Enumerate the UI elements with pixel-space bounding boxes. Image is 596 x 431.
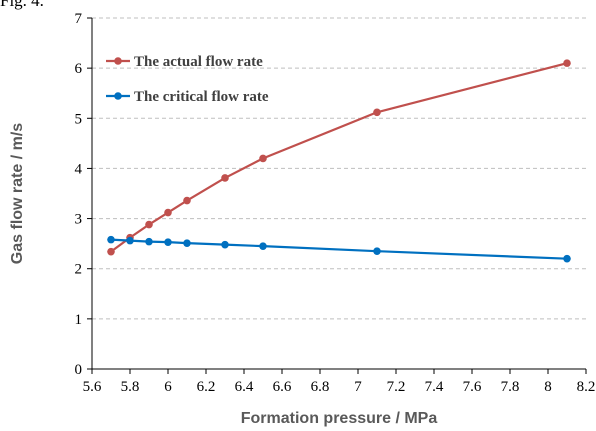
axes: [87, 17, 587, 374]
y-tick-label-7: 7: [75, 11, 83, 27]
gridlines: [92, 17, 586, 320]
y-tick-label-3: 3: [75, 212, 83, 228]
y-tick-label-1: 1: [75, 312, 83, 328]
series-0-point-8: [563, 59, 571, 67]
series-layer: [107, 59, 571, 263]
x-tick-label-8: 7.2: [387, 379, 406, 395]
legend-item-actual: The actual flow rate: [106, 54, 263, 70]
y-axis-title: Gas flow rate / m/s: [9, 123, 26, 264]
y-tick-label-4: 4: [75, 161, 83, 177]
series-0-point-0: [107, 247, 115, 256]
legend: The actual flow rate The critical flow r…: [106, 54, 269, 105]
x-tick-label-6: 6.8: [311, 379, 330, 395]
legend-item-critical: The critical flow rate: [106, 89, 269, 105]
series-1-line: [110, 238, 568, 260]
x-tick-label-1: 5.8: [121, 379, 140, 395]
series-1-point-1: [126, 236, 134, 245]
x-axis-title: Formation pressure / MPa: [241, 410, 438, 427]
series-0-point-2: [145, 220, 153, 229]
series-0-point-7: [373, 108, 381, 117]
series-1-point-0: [107, 235, 115, 244]
y-tick-label-2: 2: [75, 262, 83, 278]
series-0-point-4: [183, 196, 191, 205]
x-tick-label-3: 6.2: [197, 379, 216, 395]
y-tick-label-0: 0: [75, 362, 83, 378]
x-tick-label-12: 8: [544, 379, 552, 395]
legend-label-actual: The actual flow rate: [134, 54, 263, 70]
y-tick-label-5: 5: [75, 111, 83, 127]
series-1-point-2: [145, 237, 153, 246]
series-1-point-5: [221, 240, 229, 249]
figure-caption-fragment: Fig. 4.: [0, 0, 44, 10]
x-tick-label-10: 7.6: [463, 379, 482, 395]
legend-marker-actual: [114, 57, 122, 65]
x-tick-label-13: 8.2: [577, 379, 596, 395]
series-0-point-3: [164, 208, 172, 217]
series-1-point-7: [373, 247, 381, 255]
x-tick-label-11: 7.8: [501, 379, 520, 395]
series-1-point-8: [563, 254, 571, 263]
series-1-point-3: [164, 238, 172, 246]
legend-marker-critical: [114, 92, 122, 100]
legend-label-critical: The critical flow rate: [134, 89, 269, 105]
x-tick-label-0: 5.6: [83, 379, 102, 395]
x-tick-label-2: 6: [164, 379, 172, 395]
x-tick-label-5: 6.6: [273, 379, 292, 395]
series-0-point-5: [221, 174, 229, 182]
y-tick-label-6: 6: [75, 61, 83, 77]
y-tick-labels: 0 1 2 3 4 5 6 7: [75, 11, 83, 378]
x-tick-label-7: 7: [354, 379, 362, 395]
series-1-point-6: [259, 242, 267, 250]
x-tick-labels: 5.6 5.8 6 6.2 6.4 6.6 6.8 7 7.2 7.4 7.6 7.8 8 8.2: [83, 379, 596, 395]
series-0-point-6: [259, 154, 267, 163]
x-tick-label-9: 7.4: [425, 379, 444, 395]
x-tick-label-4: 6.4: [235, 379, 254, 395]
series-1: [107, 235, 571, 263]
series-1-point-4: [183, 239, 191, 247]
